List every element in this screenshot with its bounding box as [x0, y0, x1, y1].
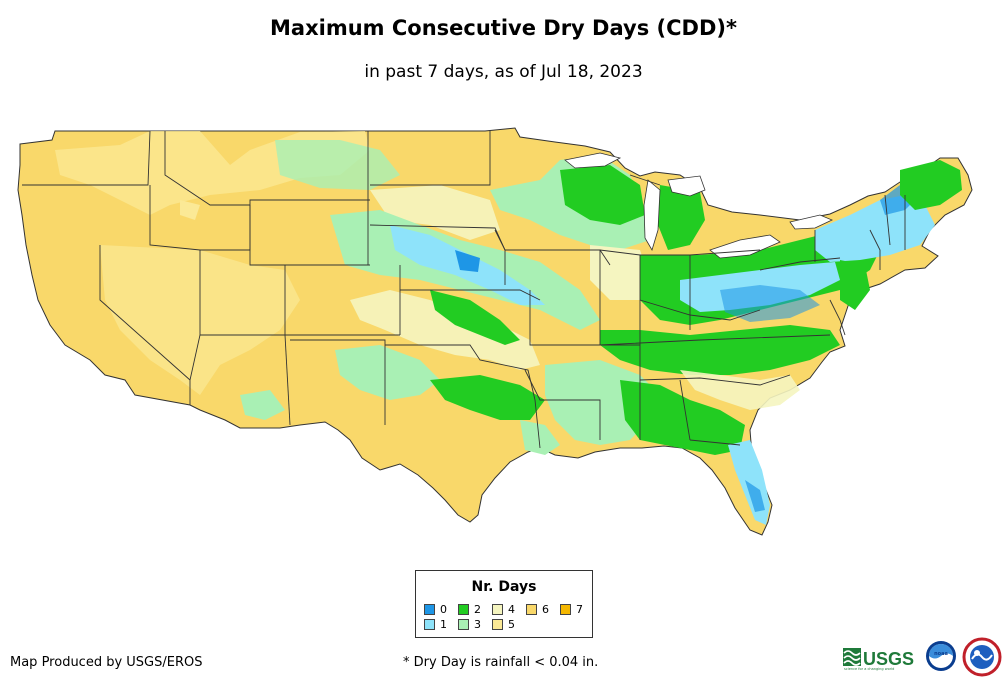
svg-text:science for a changing world: science for a changing world: [844, 667, 894, 671]
legend-title: Nr. Days: [416, 579, 592, 595]
conus-map: [0, 110, 1007, 550]
legend-swatch: [424, 604, 435, 615]
svg-text:noaa: noaa: [934, 651, 948, 657]
map-subtitle: in past 7 days, as of Jul 18, 2023: [0, 62, 1007, 82]
legend-swatch: [458, 604, 469, 615]
svg-text:USGS: USGS: [863, 649, 914, 669]
legend-swatch: [560, 604, 571, 615]
legend-swatch: [526, 604, 537, 615]
legend-swatch: [492, 619, 503, 630]
usgs-logo: USGS science for a changing world: [843, 645, 919, 671]
map-title: Maximum Consecutive Dry Days (CDD)*: [0, 16, 1007, 40]
legend-swatch: [492, 604, 503, 615]
map-credit: Map Produced by USGS/EROS: [10, 655, 203, 670]
nws-logo: [962, 637, 1002, 677]
legend-item-4: 4: [492, 604, 515, 616]
legend-item-3: 3: [458, 619, 481, 631]
legend-swatch: [458, 619, 469, 630]
legend-item-0: 0: [424, 604, 447, 616]
legend-item-5: 5: [492, 619, 515, 631]
legend-item-6: 6: [526, 604, 549, 616]
legend-item-1: 1: [424, 619, 447, 631]
legend-item-2: 2: [458, 604, 481, 616]
legend-swatch: [424, 619, 435, 630]
legend-box: Nr. Days 0 1 2 3 4 5 6 7: [415, 570, 593, 638]
legend-item-7: 7: [560, 604, 583, 616]
noaa-logo: noaa: [925, 640, 957, 672]
dry-day-footnote: * Dry Day is rainfall < 0.04 in.: [403, 655, 598, 670]
